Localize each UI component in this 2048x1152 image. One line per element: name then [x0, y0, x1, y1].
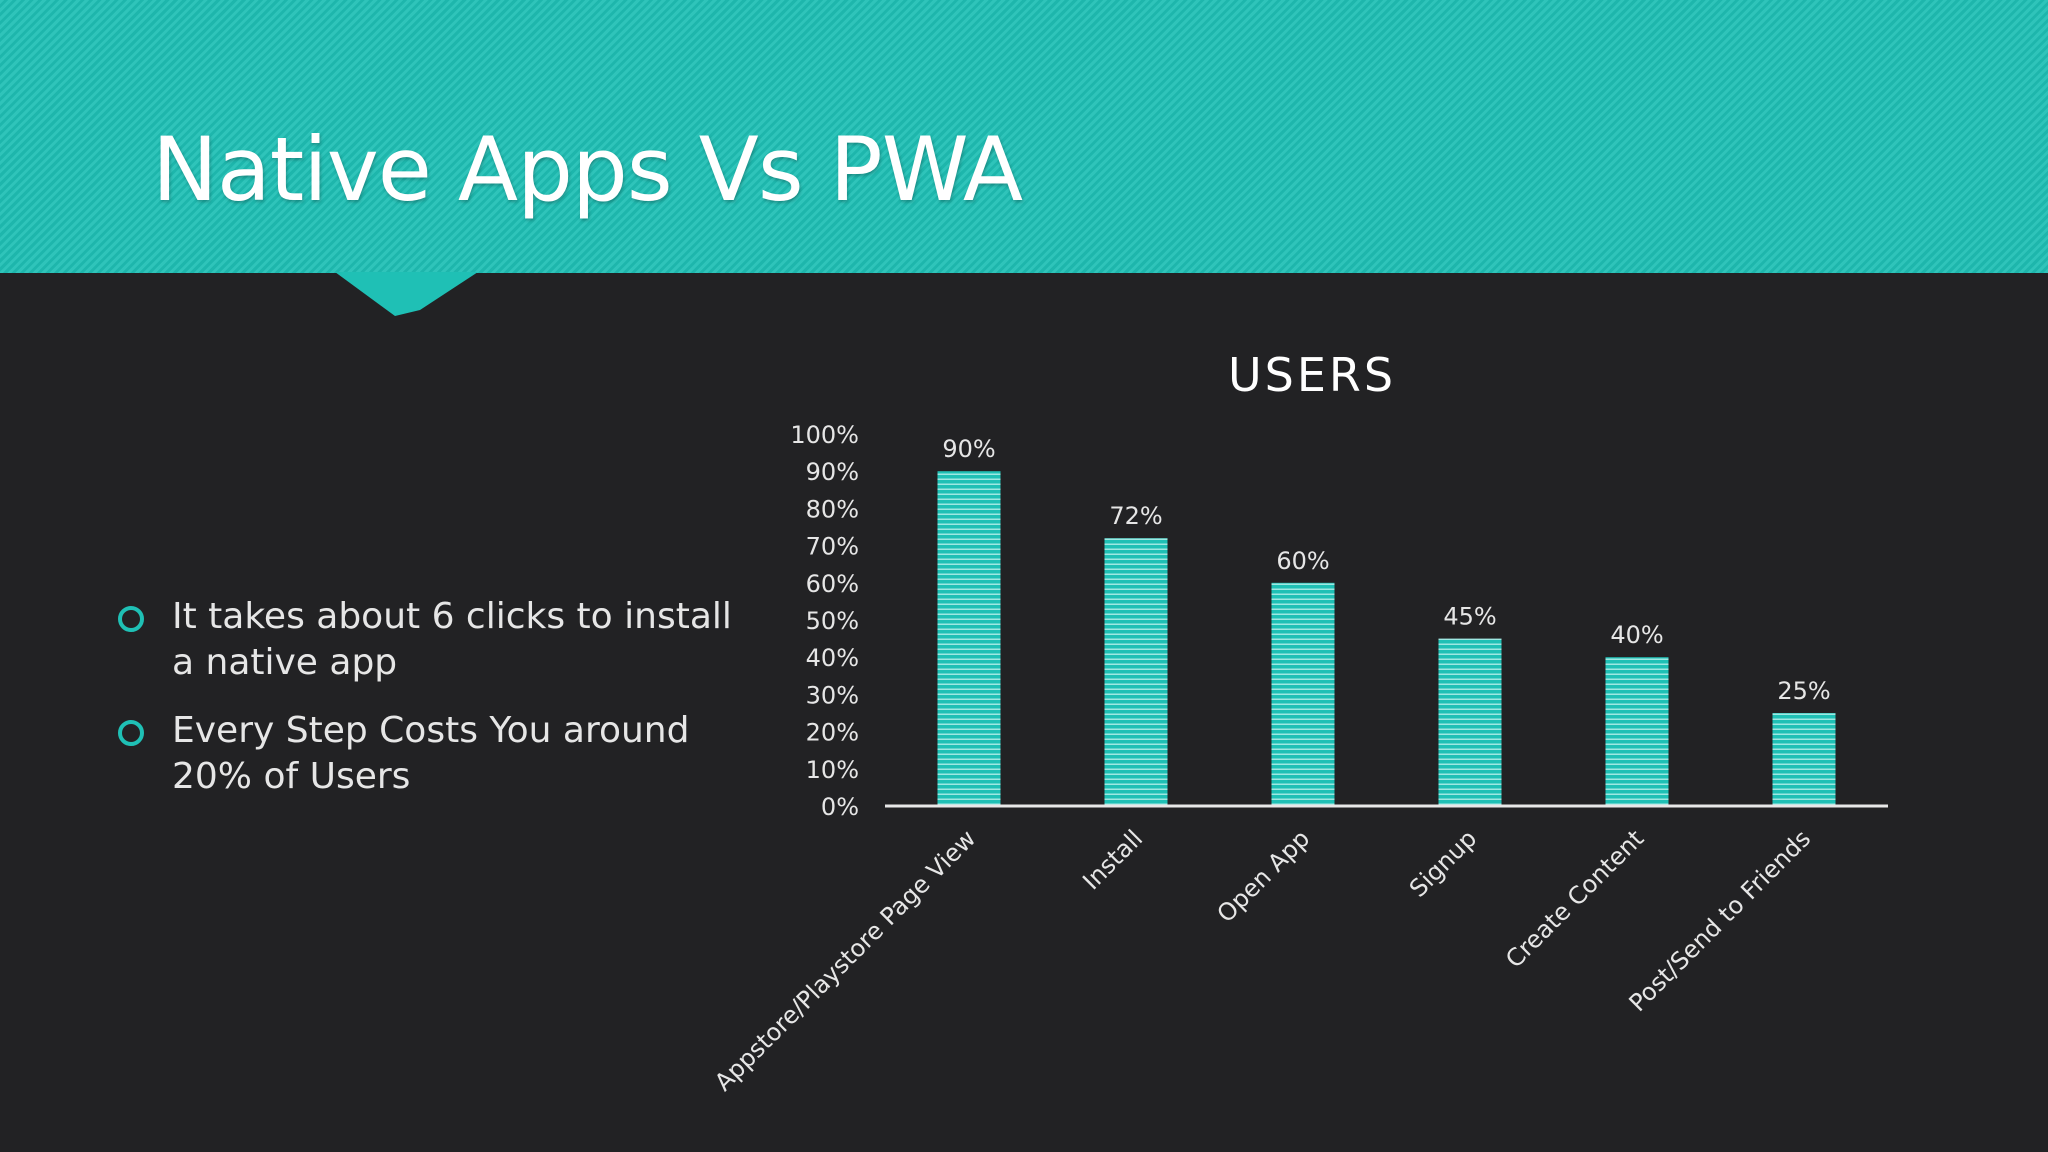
y-tick-label: 80%: [806, 495, 859, 523]
data-label: 25%: [1777, 677, 1830, 705]
y-tick-label: 40%: [806, 644, 859, 672]
bullet-item: Every Step Costs You around 20% of Users: [115, 708, 765, 800]
bullet-text: It takes about 6 clicks to install a nat…: [172, 596, 732, 683]
bar: [1438, 638, 1502, 806]
bullet-list: It takes about 6 clicks to install a nat…: [115, 594, 765, 822]
bullet-item: It takes about 6 clicks to install a nat…: [115, 594, 765, 686]
y-tick-label: 20%: [806, 719, 859, 747]
bullet-ring-icon: [118, 720, 144, 746]
x-tick-label: Open App: [1212, 824, 1316, 928]
x-axis: Appstore/Playstore Page View Install Open …: [709, 824, 1816, 1096]
y-tick-label: 70%: [806, 533, 859, 561]
y-tick-label: 0%: [821, 793, 859, 821]
bullet-text: Every Step Costs You around 20% of Users: [172, 710, 690, 797]
y-tick-label: 90%: [806, 458, 859, 486]
x-tick-label: Appstore/Playstore Page View: [709, 824, 981, 1096]
x-tick-label: Signup: [1404, 824, 1482, 902]
bar: [937, 471, 1001, 806]
y-tick-label: 50%: [806, 607, 859, 635]
chart-title: USERS: [1228, 348, 1396, 402]
slide-title: Native Apps Vs PWA: [152, 118, 1023, 221]
y-axis: 0% 10% 20% 30% 40% 50% 60% 70% 80% 90% 100%: [790, 421, 859, 821]
data-label: 60%: [1276, 547, 1329, 575]
bullet-ring-icon: [118, 606, 144, 632]
x-tick-label: Install: [1077, 824, 1148, 895]
bar: [1772, 713, 1836, 806]
data-label: 45%: [1443, 603, 1496, 631]
banner-pointer: [335, 272, 478, 316]
bar: [1104, 538, 1168, 806]
y-tick-label: 10%: [806, 756, 859, 784]
bar: [1271, 582, 1335, 806]
bar: [1605, 657, 1669, 806]
y-tick-label: 60%: [806, 570, 859, 598]
data-label: 72%: [1109, 502, 1162, 530]
x-tick-label: Create Content: [1500, 824, 1649, 973]
data-label: 40%: [1610, 621, 1663, 649]
y-tick-label: 30%: [806, 681, 859, 709]
data-label: 90%: [942, 435, 995, 463]
title-banner: [0, 0, 2048, 273]
y-tick-label: 100%: [790, 421, 859, 449]
bars-group: 90% 72% 60% 45% 40% 25%: [937, 435, 1836, 806]
x-tick-label: Post/Send to Friends: [1624, 824, 1817, 1017]
